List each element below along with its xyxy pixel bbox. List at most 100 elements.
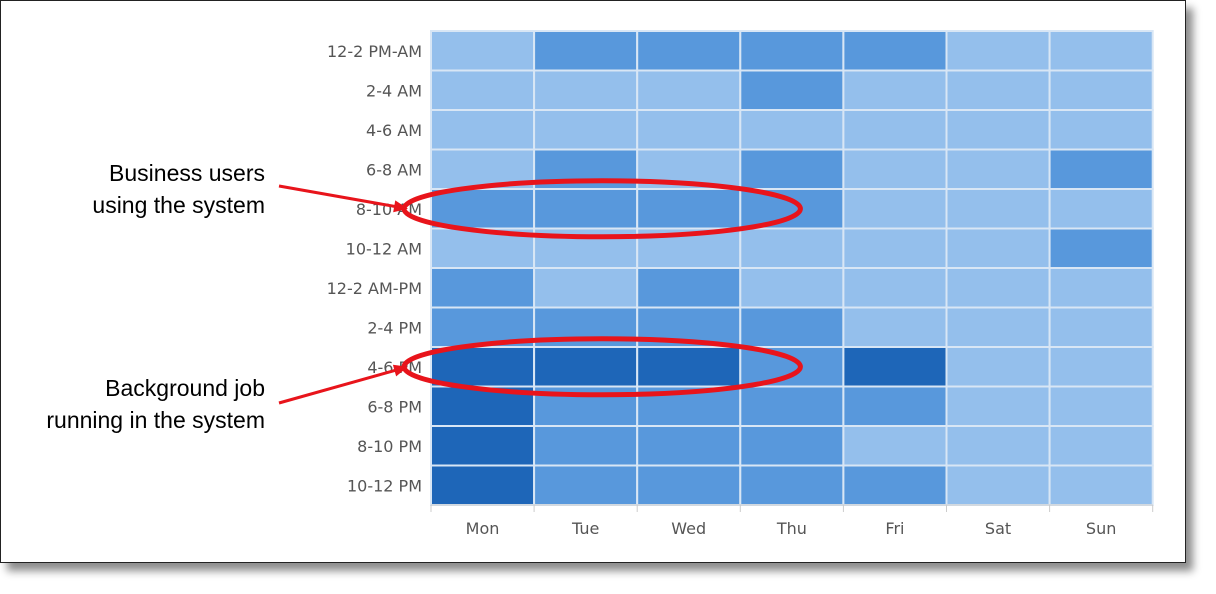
- y-tick-label: 2-4 AM: [366, 81, 422, 100]
- arrow-head-icon: [392, 364, 408, 377]
- heatmap-cell-12-2-am-pm-sat: [945, 267, 1051, 309]
- heatmap-cell-4-6-am-sat: [945, 109, 1051, 151]
- heatmap-cell-4-6-am-wed: [636, 109, 742, 151]
- heatmap-cell-2-4-am-sun: [1048, 69, 1154, 111]
- heatmap-cell-10-12-pm-tue: [533, 464, 639, 506]
- heatmap-cell-2-4-am-thu: [739, 69, 845, 111]
- annotation-text: running in the system: [46, 407, 265, 433]
- heatmap-cell-10-12-am-fri: [842, 227, 948, 269]
- y-tick-label: 12-2 AM-PM: [327, 279, 422, 298]
- arrow-head-icon: [393, 200, 408, 213]
- heatmap-cell-6-8-am-sun: [1048, 148, 1154, 190]
- heatmap-cell-8-10-am-fri: [842, 188, 948, 230]
- heatmap-cell-6-8-pm-fri: [842, 385, 948, 427]
- x-tick-label: Sun: [1086, 519, 1116, 538]
- y-tick-label: 2-4 PM: [367, 318, 422, 337]
- heatmap-cell-12-2-pm-am-fri: [842, 30, 948, 72]
- heatmap-cell-12-2-am-pm-fri: [842, 267, 948, 309]
- heatmap-cell-4-6-am-sun: [1048, 109, 1154, 151]
- heatmap-cell-12-2-pm-am-mon: [430, 30, 536, 72]
- heatmap-cell-12-2-am-pm-sun: [1048, 267, 1154, 309]
- heatmap-cells: [430, 30, 1154, 506]
- x-axis: Mon Tue Wed Thu Fri Sat Sun: [430, 504, 1154, 538]
- heatmap-cell-4-6-pm-tue: [533, 346, 639, 388]
- heatmap-cell-2-4-pm-fri: [842, 306, 948, 348]
- heatmap-cell-4-6-pm-fri: [842, 346, 948, 388]
- heatmap-cell-4-6-am-thu: [739, 109, 845, 151]
- heatmap-cell-4-6-pm-wed: [636, 346, 742, 388]
- x-tick-label: Wed: [671, 519, 706, 538]
- heatmap-cell-6-8-pm-thu: [739, 385, 845, 427]
- heatmap-cell-2-4-am-sat: [945, 69, 1051, 111]
- annotation-arrow: [278, 184, 399, 209]
- heatmap-cell-10-12-pm-fri: [842, 464, 948, 506]
- y-tick-label: 12-2 PM-AM: [327, 42, 422, 61]
- y-axis-labels: 12-2 PM-AM2-4 AM4-6 AM6-8 AM8-10 AM10-12…: [327, 42, 422, 496]
- heatmap-cell-10-12-pm-mon: [430, 464, 536, 506]
- annotation-text: using the system: [92, 192, 265, 218]
- heatmap-cell-6-8-pm-sun: [1048, 385, 1154, 427]
- heatmap-cell-12-2-pm-am-tue: [533, 30, 639, 72]
- heatmap-cell-10-12-pm-sun: [1048, 464, 1154, 506]
- heatmap-cell-2-4-am-wed: [636, 69, 742, 111]
- x-tick-label: Sat: [985, 519, 1011, 538]
- y-tick-label: 4-6 AM: [366, 121, 422, 140]
- heatmap-cell-4-6-am-tue: [533, 109, 639, 151]
- heatmap-cell-12-2-pm-am-thu: [739, 30, 845, 72]
- heatmap-cell-4-6-pm-sun: [1048, 346, 1154, 388]
- heatmap-cell-8-10-pm-wed: [636, 425, 742, 467]
- heatmap-cell-6-8-am-thu: [739, 148, 845, 190]
- heatmap-cell-12-2-am-pm-mon: [430, 267, 536, 309]
- heatmap-cell-12-2-pm-am-sun: [1048, 30, 1154, 72]
- heatmap-cell-2-4-pm-sat: [945, 306, 1051, 348]
- heatmap-cell-8-10-pm-thu: [739, 425, 845, 467]
- heatmap-cell-8-10-pm-sun: [1048, 425, 1154, 467]
- annotations: Business users using the system Background…: [46, 160, 408, 433]
- x-tick-label: Tue: [571, 519, 599, 538]
- y-tick-label: 6-8 PM: [367, 397, 422, 416]
- annotation-text: Business users: [109, 160, 265, 186]
- heatmap-cell-10-12-pm-wed: [636, 464, 742, 506]
- heatmap-cell-12-2-am-pm-tue: [533, 267, 639, 309]
- heatmap-cell-12-2-pm-am-wed: [636, 30, 742, 72]
- heatmap-cell-2-4-am-mon: [430, 69, 536, 111]
- heatmap-cell-4-6-pm-sat: [945, 346, 1051, 388]
- heatmap-cell-12-2-am-pm-thu: [739, 267, 845, 309]
- heatmap-cell-6-8-am-sat: [945, 148, 1051, 190]
- heatmap-cell-4-6-am-fri: [842, 109, 948, 151]
- heatmap-cell-8-10-pm-fri: [842, 425, 948, 467]
- y-tick-label: 6-8 AM: [366, 160, 422, 179]
- heatmap-cell-2-4-pm-sun: [1048, 306, 1154, 348]
- heatmap-cell-8-10-am-tue: [533, 188, 639, 230]
- heatmap-cell-10-12-am-thu: [739, 227, 845, 269]
- heatmap-cell-6-8-pm-sat: [945, 385, 1051, 427]
- heatmap-cell-8-10-am-wed: [636, 188, 742, 230]
- heatmap-cell-8-10-am-mon: [430, 188, 536, 230]
- heatmap-cell-10-12-am-sun: [1048, 227, 1154, 269]
- heatmap-cell-12-2-am-pm-wed: [636, 267, 742, 309]
- heatmap-cell-2-4-am-fri: [842, 69, 948, 111]
- heatmap-cell-8-10-am-thu: [739, 188, 845, 230]
- x-tick-label: Thu: [776, 519, 807, 538]
- x-tick-label: Mon: [466, 519, 500, 538]
- heatmap-cell-8-10-pm-mon: [430, 425, 536, 467]
- heatmap-cell-12-2-pm-am-sat: [945, 30, 1051, 72]
- heatmap-cell-10-12-pm-thu: [739, 464, 845, 506]
- heatmap-cell-10-12-am-sat: [945, 227, 1051, 269]
- heatmap-cell-4-6-am-mon: [430, 109, 536, 151]
- heatmap-cell-2-4-pm-thu: [739, 306, 845, 348]
- heatmap-cell-8-10-am-sun: [1048, 188, 1154, 230]
- heatmap-cell-8-10-am-sat: [945, 188, 1051, 230]
- heatmap-cell-10-12-pm-sat: [945, 464, 1051, 506]
- heatmap-cell-2-4-am-tue: [533, 69, 639, 111]
- x-tick-label: Fri: [885, 519, 904, 538]
- annotation-arrow: [278, 368, 399, 405]
- heatmap-cell-4-6-pm-mon: [430, 346, 536, 388]
- y-tick-label: 10-12 PM: [347, 476, 422, 495]
- heatmap-cell-8-10-pm-sat: [945, 425, 1051, 467]
- annotation-text: Background job: [105, 375, 265, 401]
- y-tick-label: 8-10 PM: [357, 437, 422, 456]
- heatmap-cell-4-6-pm-thu: [739, 346, 845, 388]
- heatmap-cell-6-8-am-fri: [842, 148, 948, 190]
